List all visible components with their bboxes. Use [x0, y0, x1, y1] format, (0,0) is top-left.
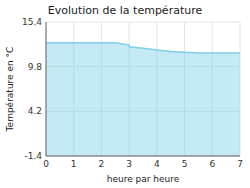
x-tick-label: 6 [209, 159, 215, 169]
y-tick-label: 4.2 [28, 106, 42, 116]
x-tick-label: 4 [154, 159, 160, 169]
x-axis-label: heure par heure [107, 174, 180, 184]
x-axis [46, 156, 240, 157]
x-tick-label: 0 [43, 159, 49, 169]
x-tick-label: 1 [71, 159, 77, 169]
data [46, 43, 240, 156]
x-tick-label: 5 [182, 159, 188, 169]
grid-line-y [46, 156, 240, 157]
y-tick-label: 9.8 [28, 62, 43, 72]
chart: 0 1 2 3 4 5 6 7 -1.4 4.2 9.8 15.4 Evolution de la te… [0, 0, 250, 188]
x-tick-label: 2 [99, 159, 105, 169]
line [46, 43, 240, 53]
x-tick-label: 7 [237, 159, 243, 169]
y-axis [46, 22, 47, 156]
y-axis-label: Température en °C [5, 47, 15, 133]
title: Evolution de la température [48, 4, 203, 17]
x-tick-label: 3 [126, 159, 132, 169]
grid-line-y [46, 22, 240, 23]
area [46, 43, 240, 156]
y-tick-label: -1.4 [24, 151, 42, 161]
grid-line-x [46, 22, 47, 156]
y-tick-label: 15.4 [22, 17, 42, 27]
grid [46, 22, 240, 156]
